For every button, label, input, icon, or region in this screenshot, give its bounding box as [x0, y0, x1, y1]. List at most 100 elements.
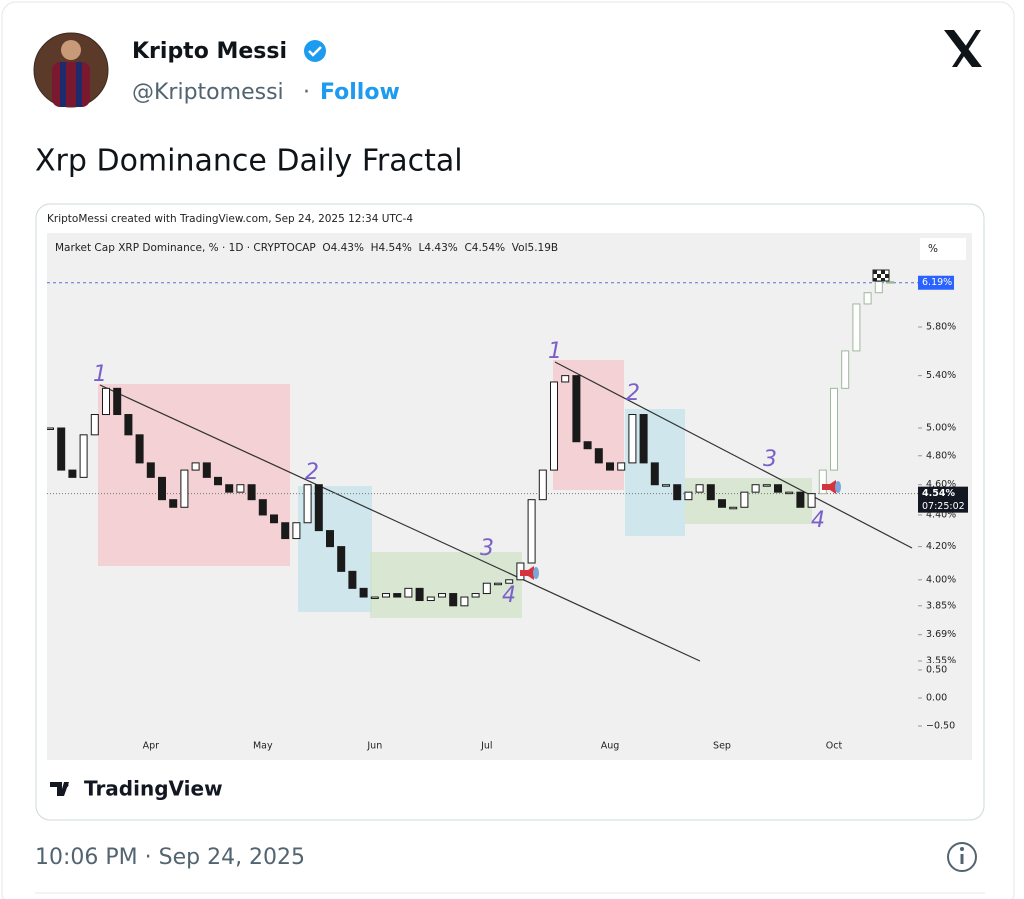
candle [169, 499, 178, 508]
tradingview-logo [50, 782, 69, 796]
lower-y-tick-label: 0.50 [926, 664, 947, 675]
candle [617, 462, 626, 471]
tweet-text: Xrp Dominance Daily Fractal [35, 144, 463, 179]
candle [314, 484, 323, 532]
candle [841, 350, 850, 389]
candle [281, 522, 290, 540]
y-tick-label: 5.40% [926, 370, 956, 381]
candle [706, 484, 715, 501]
candle [606, 462, 614, 471]
chart-title: Market Cap XRP Dominance, % · 1D · CRYPT… [55, 242, 558, 254]
candle [124, 414, 133, 436]
y-tick-label: 4.00% [926, 574, 956, 585]
x-tick-label: Sep [713, 741, 731, 752]
follow-button[interactable]: Follow [320, 80, 400, 105]
y-tick-label: 4.60% [926, 479, 956, 490]
candle [538, 469, 547, 501]
candle [673, 484, 682, 501]
info-icon[interactable] [947, 842, 977, 872]
watermark: TradingView [84, 777, 223, 801]
candle [202, 462, 211, 478]
candle [650, 462, 659, 486]
candle [158, 476, 166, 501]
candle [113, 387, 122, 416]
candle [527, 499, 536, 564]
candle [639, 414, 648, 464]
candle [146, 462, 155, 478]
timestamp[interactable]: 10:06 PM · Sep 24, 2025 [35, 845, 305, 870]
y-tick-label: 3.85% [926, 600, 956, 611]
candle [102, 387, 110, 416]
candle [852, 303, 861, 352]
candle [247, 484, 256, 501]
candle [818, 469, 827, 495]
wave-label: 1 [93, 362, 107, 387]
wave-label: 3 [763, 447, 777, 472]
last-price-label: 4.54% [922, 488, 955, 499]
wave-label: 4 [811, 508, 825, 533]
candle [886, 281, 894, 284]
avatar[interactable] [33, 32, 109, 108]
scale-button[interactable]: % [928, 243, 938, 255]
separator: · [303, 80, 310, 105]
target-label: 6.19% [922, 277, 952, 288]
candle [90, 414, 99, 436]
y-tick-label: 3.55% [926, 656, 956, 667]
lower-y-tick-label: 0.00 [926, 692, 947, 703]
x-tick-label: Aug [601, 741, 620, 752]
candle [180, 469, 189, 508]
candle [449, 593, 458, 607]
y-tick-label: 3.69% [926, 629, 956, 640]
wave-label: 2 [626, 381, 640, 406]
candle [729, 506, 738, 510]
candle [796, 491, 805, 508]
candle [740, 491, 749, 508]
wave-label: 2 [305, 460, 319, 485]
candle [583, 441, 592, 450]
candle [270, 514, 278, 524]
x-tick-label: Oct [826, 741, 843, 752]
candle [438, 593, 446, 598]
candle [337, 546, 346, 572]
y-tick-label: 5.80% [926, 322, 956, 333]
candle [774, 484, 782, 493]
candle [225, 484, 234, 493]
candle [718, 499, 726, 508]
candle [57, 427, 66, 471]
candle [370, 596, 379, 600]
candle [505, 579, 514, 584]
candle [47, 427, 54, 430]
candle [785, 491, 794, 495]
candle [550, 381, 558, 471]
candle [572, 375, 581, 443]
x-tick-label: Jul [480, 741, 492, 752]
candle [460, 596, 469, 607]
target-label-bg [918, 275, 954, 290]
candle [415, 587, 424, 602]
lower-y-tick-label: −0.50 [926, 720, 955, 731]
y-tick-label: 4.80% [926, 450, 956, 461]
y-tick-label: 4.40% [926, 509, 956, 520]
plot: 3.55% 3.69% 3.85% 4.00% 4.20% 4.40% 4.60% 4.80%… [47, 275, 968, 667]
last-price-bg [918, 486, 968, 513]
x-tick-label: Apr [143, 741, 160, 752]
y-tick-label: 4.20% [926, 541, 956, 552]
author-name[interactable]: Kripto Messi [132, 39, 287, 64]
icons [520, 269, 890, 580]
candle [863, 292, 872, 305]
x-logo[interactable] [944, 30, 982, 67]
candle [393, 593, 402, 598]
x-tick-label: Jun [366, 741, 382, 752]
x-tick-label: May [253, 741, 273, 752]
candle [303, 484, 312, 524]
candle [830, 387, 838, 471]
handle[interactable]: @Kriptomessi [132, 80, 284, 105]
scale-button-bg[interactable] [920, 238, 966, 260]
candle [684, 491, 693, 501]
candle [292, 522, 301, 540]
candle [426, 596, 435, 602]
candle [382, 593, 390, 598]
candle [471, 593, 480, 598]
candle [628, 414, 637, 464]
